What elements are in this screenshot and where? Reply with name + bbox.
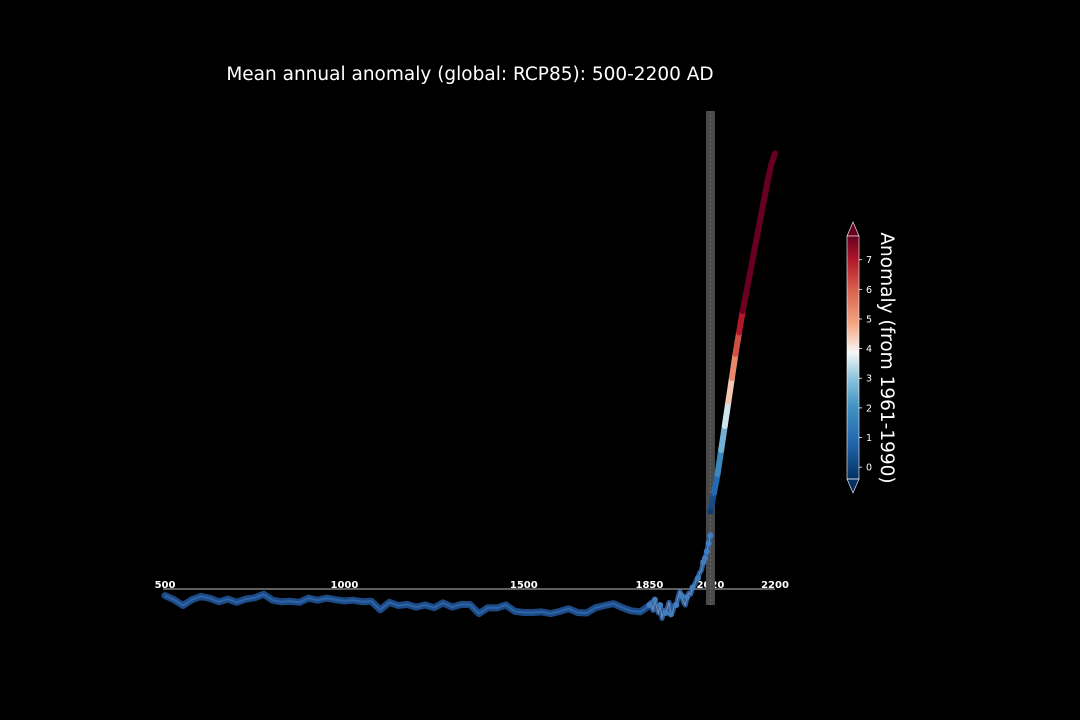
- projection-segment: [750, 233, 761, 258]
- projection-segment: [736, 308, 746, 336]
- instrumental-point: [678, 592, 685, 599]
- colorbar: 0 1 2 3 4 5 6 7 Anomaly (from 1961-1990): [846, 221, 897, 494]
- colorbar-tick-label: 6: [866, 285, 872, 296]
- x-tick-label: 1500: [510, 580, 538, 591]
- projection-segment: [718, 422, 728, 454]
- instrumental-point: [667, 611, 674, 618]
- instrumental-point: [684, 593, 691, 600]
- colorbar-tick-label: 5: [866, 314, 872, 325]
- x-tick-label: 2200: [761, 580, 789, 591]
- present-day-band: [705, 111, 715, 605]
- anomaly-series: [161, 150, 778, 621]
- colorbar-tick-label: 4: [866, 344, 872, 355]
- projection-segment: [768, 150, 778, 168]
- projection-segment: [732, 329, 743, 357]
- colorbar-extend-bottom: [846, 478, 860, 494]
- projection-segment: [721, 398, 732, 429]
- projection-segment: [725, 374, 735, 405]
- projection-segment: [757, 195, 768, 221]
- instrumental-point: [646, 602, 653, 608]
- projection-segment: [761, 177, 771, 202]
- chart-title: Mean annual anomaly (global: RCP85): 500…: [226, 64, 713, 85]
- projection-segment: [728, 350, 739, 381]
- projection-segment: [739, 289, 750, 315]
- x-tick-label: 1850: [635, 580, 663, 591]
- instrumental-point: [657, 602, 664, 608]
- projection-start-point: [707, 508, 714, 515]
- colorbar-tick-label: 1: [866, 433, 872, 444]
- instrumental-point: [703, 548, 710, 555]
- series-reconstruction-line: [164, 593, 650, 615]
- instrumental-point: [651, 596, 658, 603]
- instrumental-point: [705, 540, 712, 547]
- instrumental-point: [689, 584, 696, 591]
- x-tick-label: 1000: [330, 580, 358, 591]
- projection-segment: [754, 214, 764, 240]
- colorbar-extend-top: [846, 221, 860, 237]
- colorbar-frame: [846, 235, 860, 480]
- instrumental-point: [702, 555, 709, 562]
- projection-segment: [743, 270, 753, 296]
- projection-segment: [746, 251, 757, 277]
- colorbar-scale: [847, 236, 859, 479]
- colorbar-ticks: 0 1 2 3 4 5 6 7: [859, 255, 872, 474]
- instrumental-point: [662, 610, 669, 617]
- present-day-marker: [705, 111, 715, 605]
- projection-segment: [707, 489, 717, 515]
- instrumental-point: [673, 602, 680, 608]
- colorbar-tick-label: 2: [866, 403, 872, 414]
- instrumental-point: [707, 532, 714, 539]
- colorbar-tick-label: 3: [866, 374, 872, 385]
- colorbar-label: Anomaly (from 1961-1990): [876, 232, 897, 483]
- instrumental-point: [694, 575, 701, 582]
- colorbar-tick-label: 7: [866, 255, 872, 266]
- projection-segment: [714, 447, 725, 478]
- x-tick-label: 500: [155, 580, 176, 591]
- colorbar-tick-label: 0: [866, 463, 872, 474]
- projection-segment: [711, 471, 721, 496]
